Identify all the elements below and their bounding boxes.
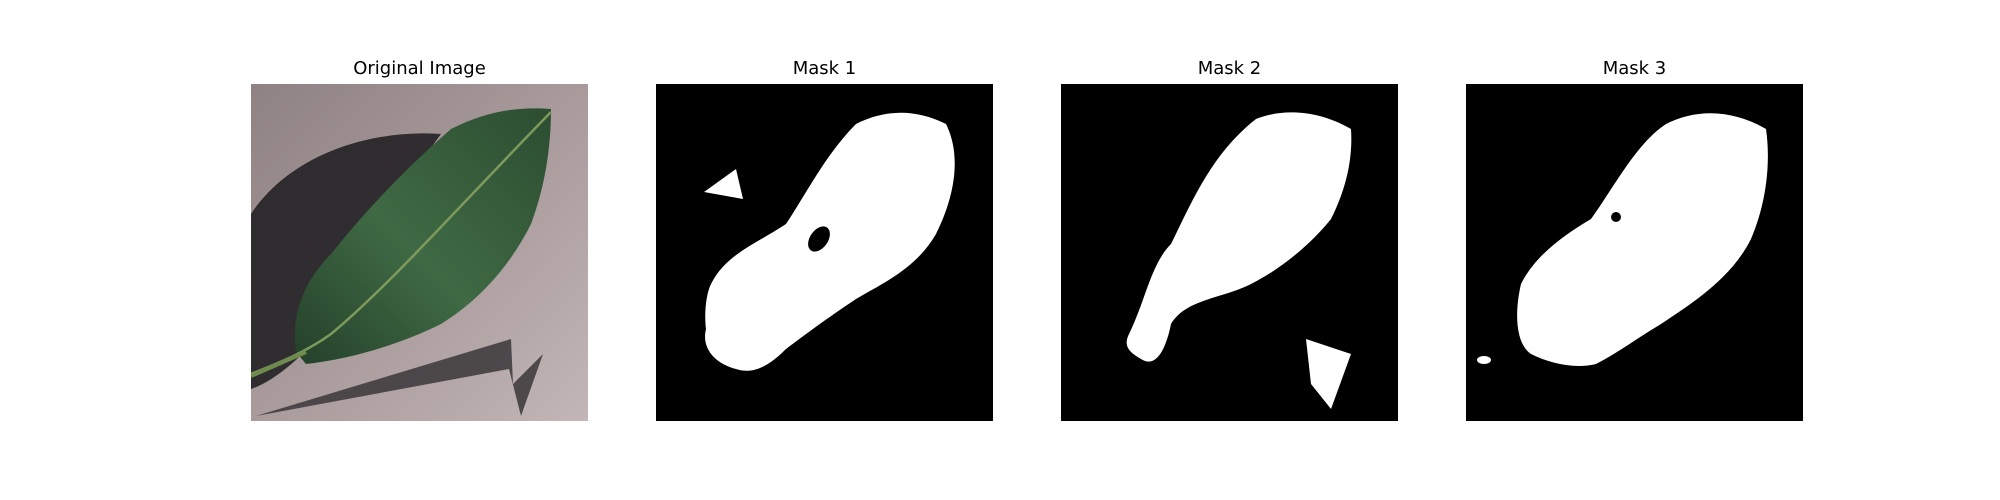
mask-3-image xyxy=(1466,84,1803,421)
mask-2-image xyxy=(1061,84,1398,421)
panel-mask-1: Mask 1 xyxy=(656,0,993,500)
panel-mask-3: Mask 3 xyxy=(1466,0,1803,500)
original-leaf-image xyxy=(251,84,588,421)
mask-1-image xyxy=(656,84,993,421)
panel-original-image: Original Image xyxy=(251,0,588,500)
panel-title: Original Image xyxy=(353,58,486,79)
panel-mask-2: Mask 2 xyxy=(1061,0,1398,500)
panel-title: Mask 1 xyxy=(792,58,857,79)
panel-title: Mask 3 xyxy=(1602,58,1667,79)
panel-title: Mask 2 xyxy=(1197,58,1262,79)
